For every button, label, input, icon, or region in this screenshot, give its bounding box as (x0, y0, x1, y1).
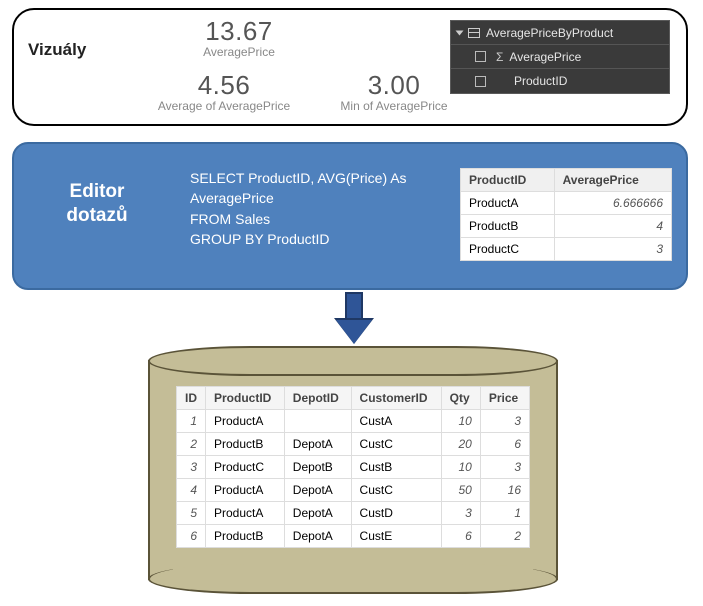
cell-id: 6 (177, 525, 206, 548)
table-row: 5 ProductA DepotA CustD 3 1 (177, 502, 530, 525)
fields-column-row[interactable]: ProductID (451, 69, 669, 93)
kpi-value: 4.56 (124, 70, 324, 101)
table-row: ProductC 3 (461, 238, 672, 261)
fields-table-name: AveragePriceByProduct (486, 26, 613, 40)
col-price: Price (480, 387, 529, 410)
expand-icon (456, 30, 464, 35)
table-header-row: ProductID AveragePrice (461, 169, 672, 192)
cell-qty: 50 (441, 479, 480, 502)
cell-depot: DepotA (284, 502, 351, 525)
fields-panel: AveragePriceByProduct Σ AveragePrice Pro… (450, 20, 670, 94)
cell-id: 3 (177, 456, 206, 479)
cell-qty: 10 (441, 456, 480, 479)
cell-pid: ProductA (206, 502, 285, 525)
sql-line: AveragePrice (190, 188, 440, 208)
table-row: 2 ProductB DepotA CustC 20 6 (177, 433, 530, 456)
table-row: 6 ProductB DepotA CustE 6 2 (177, 525, 530, 548)
checkbox-icon[interactable] (475, 51, 486, 62)
editor-title: Editor dotazů (42, 180, 152, 228)
table-row: ProductB 4 (461, 215, 672, 238)
cell-pid: ProductA (461, 192, 555, 215)
cell-avg: 3 (554, 238, 671, 261)
table-row: 4 ProductA DepotA CustC 50 16 (177, 479, 530, 502)
col-customerid: CustomerID (351, 387, 441, 410)
col-productid: ProductID (461, 169, 555, 192)
cell-avg: 4 (554, 215, 671, 238)
cell-price: 16 (480, 479, 529, 502)
table-row: ProductA 6.666666 (461, 192, 672, 215)
table-icon (468, 28, 480, 38)
table-header-row: ID ProductID DepotID CustomerID Qty Pric… (177, 387, 530, 410)
table-row: 3 ProductC DepotB CustB 10 3 (177, 456, 530, 479)
result-table: ProductID AveragePrice ProductA 6.666666… (460, 168, 672, 261)
database-cylinder: ID ProductID DepotID CustomerID Qty Pric… (148, 346, 558, 594)
kpi-avg-of-avg: 4.56 Average of AveragePrice (124, 70, 324, 113)
cell-depot: DepotA (284, 433, 351, 456)
col-productid: ProductID (206, 387, 285, 410)
sales-table: ID ProductID DepotID CustomerID Qty Pric… (176, 386, 530, 548)
cell-pid: ProductC (461, 238, 555, 261)
kpi-value: 13.67 (164, 16, 314, 47)
cell-cust: CustC (351, 479, 441, 502)
arrow-down-icon (336, 292, 372, 348)
fields-measure-name: AveragePrice (509, 50, 581, 64)
col-depotid: DepotID (284, 387, 351, 410)
cell-pid: ProductA (206, 479, 285, 502)
checkbox-icon[interactable] (475, 76, 486, 87)
cell-price: 1 (480, 502, 529, 525)
cell-cust: CustB (351, 456, 441, 479)
cell-cust: CustE (351, 525, 441, 548)
cell-cust: CustA (351, 410, 441, 433)
cell-qty: 3 (441, 502, 480, 525)
fields-measure-row[interactable]: Σ AveragePrice (451, 45, 669, 69)
cell-id: 4 (177, 479, 206, 502)
cell-avg: 6.666666 (554, 192, 671, 215)
cell-depot: DepotA (284, 525, 351, 548)
cell-id: 2 (177, 433, 206, 456)
cell-qty: 20 (441, 433, 480, 456)
kpi-average-price: 13.67 AveragePrice (164, 16, 314, 59)
cell-cust: CustD (351, 502, 441, 525)
cell-qty: 10 (441, 410, 480, 433)
table-row: 1 ProductA CustA 10 3 (177, 410, 530, 433)
cell-cust: CustC (351, 433, 441, 456)
kpi-label: Average of AveragePrice (124, 99, 324, 113)
cell-pid: ProductB (206, 433, 285, 456)
cell-price: 2 (480, 525, 529, 548)
cell-id: 1 (177, 410, 206, 433)
col-qty: Qty (441, 387, 480, 410)
cell-pid: ProductB (206, 525, 285, 548)
cell-price: 3 (480, 410, 529, 433)
fields-table-header[interactable]: AveragePriceByProduct (451, 21, 669, 45)
cell-depot: DepotB (284, 456, 351, 479)
cell-id: 5 (177, 502, 206, 525)
kpi-label: Min of AveragePrice (304, 99, 484, 113)
col-averageprice: AveragePrice (554, 169, 671, 192)
cell-price: 6 (480, 433, 529, 456)
visuals-title: Vizuály (28, 40, 86, 60)
kpi-label: AveragePrice (164, 45, 314, 59)
visuals-panel: Vizuály 13.67 AveragePrice 4.56 Average … (12, 8, 688, 126)
cell-qty: 6 (441, 525, 480, 548)
cell-price: 3 (480, 456, 529, 479)
cell-depot: DepotA (284, 479, 351, 502)
cell-pid: ProductC (206, 456, 285, 479)
col-id: ID (177, 387, 206, 410)
sigma-icon: Σ (496, 50, 503, 64)
sql-text: SELECT ProductID, AVG(Price) As AverageP… (190, 168, 440, 249)
cell-depot (284, 410, 351, 433)
sql-line: FROM Sales (190, 209, 440, 229)
fields-column-name: ProductID (514, 74, 567, 88)
cell-pid: ProductB (461, 215, 555, 238)
cell-pid: ProductA (206, 410, 285, 433)
editor-panel: Editor dotazů SELECT ProductID, AVG(Pric… (12, 142, 688, 290)
sql-line: GROUP BY ProductID (190, 229, 440, 249)
sql-line: SELECT ProductID, AVG(Price) As (190, 168, 440, 188)
